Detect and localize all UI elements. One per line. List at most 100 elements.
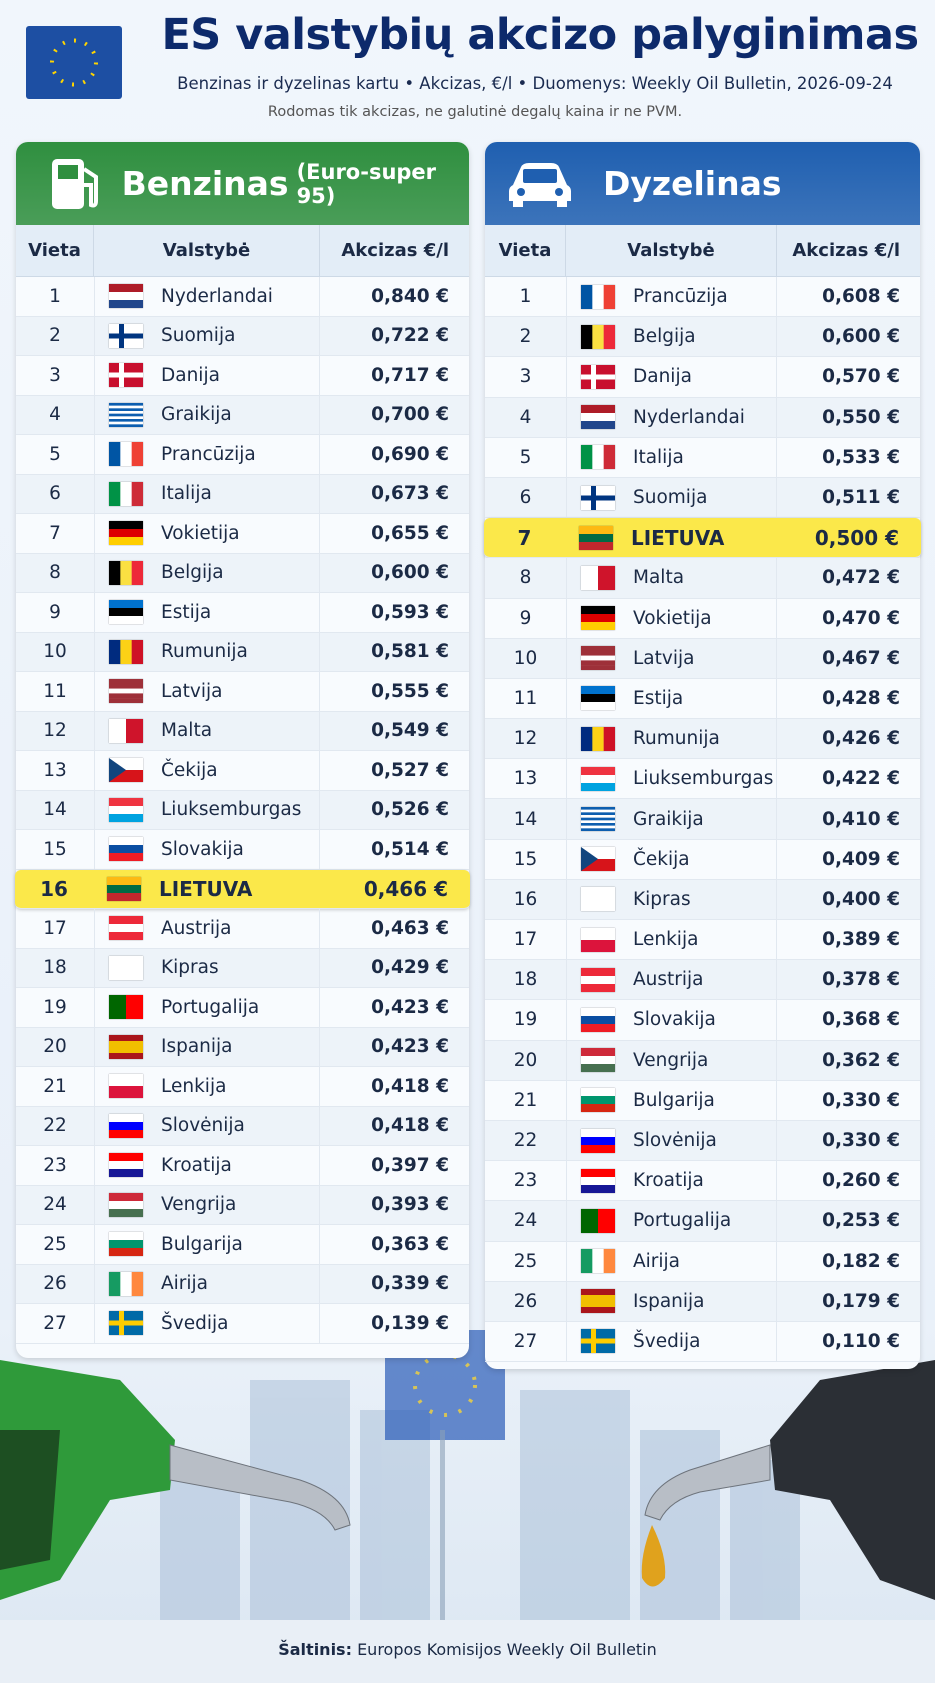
car-icon xyxy=(509,162,571,207)
flag xyxy=(581,364,615,389)
country: Italija xyxy=(633,446,684,468)
flag xyxy=(109,797,143,822)
country-cell: Čekija xyxy=(566,839,777,879)
flag-stripe xyxy=(109,853,143,862)
flag xyxy=(109,284,143,309)
excise: 0,423 € xyxy=(371,1036,449,1058)
table-row: 19 Slovakija 0,368 € xyxy=(485,1000,920,1041)
flag-stripe xyxy=(107,876,141,885)
rank: 12 xyxy=(43,720,67,742)
rank: 11 xyxy=(43,680,67,702)
rank: 7 xyxy=(517,525,532,550)
flag xyxy=(581,565,615,590)
table-row: 23 Kroatija 0,397 € xyxy=(16,1146,469,1186)
country: Portugalija xyxy=(161,996,260,1018)
rank: 27 xyxy=(43,1312,67,1334)
table-row: 26 Ispanija 0,179 € xyxy=(485,1281,920,1322)
flag-stripe xyxy=(109,1232,143,1241)
diesel-panel: Dyzelinas Vieta Valstybė Akcizas €/l 1 Pran… xyxy=(484,142,921,1369)
flag-stripe xyxy=(581,828,615,832)
flag xyxy=(581,1007,615,1032)
table-row: 25 Bulgarija 0,363 € xyxy=(16,1225,469,1265)
flag-stripe xyxy=(120,560,132,585)
flag xyxy=(581,726,615,751)
country-cell: Lenkija xyxy=(94,1067,320,1106)
flag-triangle xyxy=(109,758,126,783)
country: LIETUVA xyxy=(631,525,725,550)
rank: 15 xyxy=(43,838,67,860)
country-cell: Liuksemburgas xyxy=(94,790,320,829)
table-row: 12 Rumunija 0,426 € xyxy=(485,719,920,760)
country: Vokietija xyxy=(161,522,240,544)
flag-stripe xyxy=(581,823,615,826)
excise: 0,400 € xyxy=(822,888,900,910)
flag xyxy=(109,837,143,862)
table-row: 24 Portugalija 0,253 € xyxy=(485,1201,920,1242)
flag xyxy=(109,402,143,427)
excise: 0,182 € xyxy=(822,1250,900,1272)
flag-stripe xyxy=(581,809,615,813)
flag xyxy=(581,927,615,952)
rank: 14 xyxy=(513,808,538,830)
rank: 13 xyxy=(43,759,67,781)
table-row: 11 Latvija 0,555 € xyxy=(16,672,469,712)
rank: 25 xyxy=(513,1250,538,1272)
note: Rodomas tik akcizas, ne galutinė degalų … xyxy=(267,104,683,120)
flag-stripe xyxy=(581,815,615,818)
rank: 2 xyxy=(519,326,532,348)
country: Suomija xyxy=(161,325,236,347)
flag-stripe xyxy=(598,1208,615,1233)
country-cell: Latvija xyxy=(566,638,777,678)
table-row: 9 Vokietija 0,470 € xyxy=(485,598,920,639)
flag xyxy=(109,560,143,585)
flag-stripe xyxy=(131,442,143,467)
country-cell: Airija xyxy=(566,1241,777,1281)
flag-stripe xyxy=(109,1161,143,1170)
flag-stripe xyxy=(581,1249,593,1274)
flag xyxy=(109,323,143,348)
country: Latvija xyxy=(633,647,695,669)
flag-stripe xyxy=(581,887,615,912)
excise: 0,110 € xyxy=(822,1330,900,1352)
excise: 0,422 € xyxy=(822,768,900,790)
flag-stripe xyxy=(109,410,143,414)
country-cell: Kroatija xyxy=(94,1146,320,1185)
flag-stripe xyxy=(592,284,604,309)
country-cell: Portugalija xyxy=(566,1201,777,1241)
country: Malta xyxy=(633,567,685,589)
column-header: Vieta Valstybė Akcizas €/l xyxy=(485,225,920,277)
flag xyxy=(109,718,143,743)
country: LIETUVA xyxy=(159,876,253,901)
flag-stripe xyxy=(109,402,143,406)
flag-stripe xyxy=(581,614,615,623)
flag-stripe xyxy=(109,1086,143,1099)
column-title: Valstybė xyxy=(566,225,777,276)
rank: 25 xyxy=(43,1233,67,1255)
country-cell: LIETUVA xyxy=(565,518,776,557)
excise: 0,378 € xyxy=(822,969,900,991)
flag-stripe xyxy=(581,686,615,695)
subtitle: Benzinas ir dyzelinas kartu • Akcizas, €… xyxy=(177,74,893,93)
flag xyxy=(581,606,615,631)
flag-stripe xyxy=(581,651,615,657)
country-cell: Austrija xyxy=(566,960,777,1000)
flag-stripe xyxy=(109,1074,143,1087)
flag-stripe xyxy=(109,424,143,427)
country: Graikija xyxy=(633,808,704,830)
excise: 0,700 € xyxy=(371,404,449,426)
country-cell: Liuksemburgas xyxy=(566,759,777,799)
country: Lenkija xyxy=(633,929,699,951)
rank: 8 xyxy=(49,562,61,584)
flag-stripe xyxy=(120,481,132,506)
excise: 0,608 € xyxy=(822,286,900,308)
flag-stripe xyxy=(109,684,143,690)
flag xyxy=(109,1074,143,1099)
rank: 1 xyxy=(519,286,532,308)
table-row: 1 Prancūzija 0,608 € xyxy=(485,277,920,318)
table-row: 5 Italija 0,533 € xyxy=(485,437,920,478)
flag-stripe xyxy=(581,1064,615,1073)
rank: 19 xyxy=(513,1009,538,1031)
flag-stripe xyxy=(109,292,143,301)
table-row: 23 Kroatija 0,260 € xyxy=(485,1161,920,1202)
flag-stripe xyxy=(581,766,615,776)
